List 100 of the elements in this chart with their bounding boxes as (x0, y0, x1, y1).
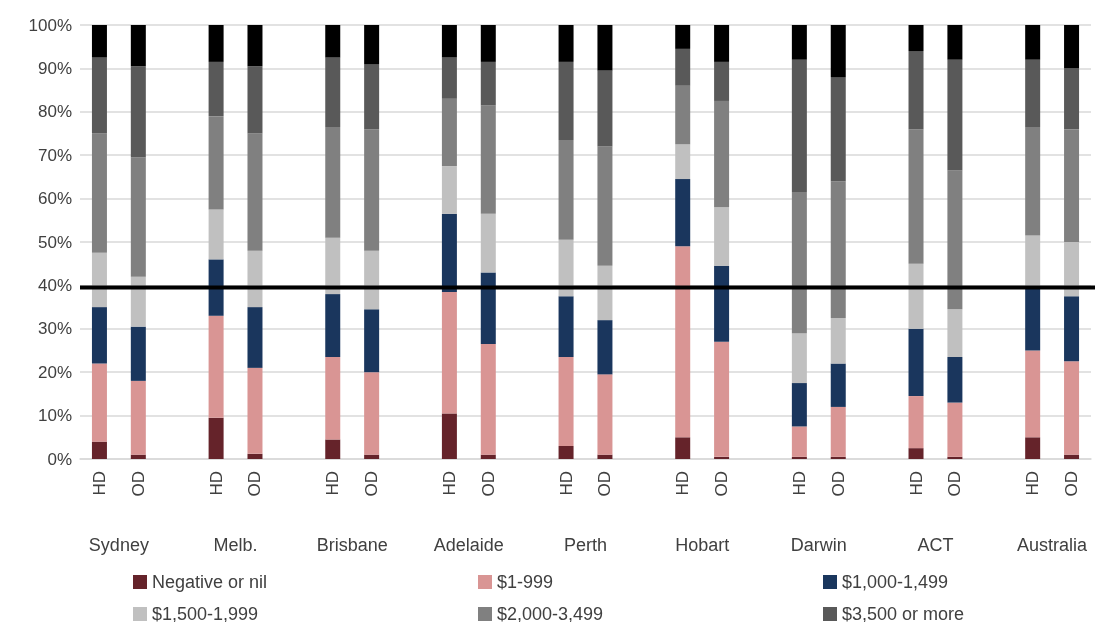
bar (247, 66, 263, 134)
bar (91, 363, 107, 442)
bar (1064, 129, 1080, 242)
bar (1064, 68, 1080, 130)
bar (480, 213, 496, 273)
x-tick-label: OD (362, 471, 382, 497)
x-tick-label: OD (478, 471, 498, 497)
bar (1025, 59, 1041, 127)
bar (675, 48, 691, 86)
y-tick-label: 0% (47, 449, 72, 469)
bar (441, 166, 457, 214)
x-tick-label: HD (439, 471, 459, 496)
bar (558, 296, 574, 358)
x-tick-label: OD (712, 471, 732, 497)
bar (675, 25, 691, 49)
text: Australia (1017, 535, 1089, 555)
bar (1064, 454, 1080, 459)
bar (947, 309, 963, 358)
x-tick-label: HD (673, 471, 693, 496)
bar (247, 453, 263, 459)
bar (364, 64, 380, 130)
bar (91, 252, 107, 308)
bar (830, 456, 846, 459)
bar (208, 417, 224, 459)
bar (208, 61, 224, 117)
bar (791, 333, 807, 384)
bar (441, 98, 457, 167)
bar (947, 357, 963, 403)
bar (908, 328, 924, 397)
y-tick-label: 90% (37, 58, 72, 78)
bar (791, 383, 807, 427)
bar (597, 320, 613, 375)
bar (91, 25, 107, 58)
bar (480, 61, 496, 106)
x-tick-label: HD (323, 471, 343, 496)
bar (480, 272, 496, 344)
bar (558, 357, 574, 446)
bar (1025, 25, 1041, 60)
text: Hobart (675, 535, 730, 555)
bar (830, 317, 846, 364)
y-tick-label: 30% (37, 319, 72, 339)
bar (130, 25, 146, 67)
bar (947, 402, 963, 457)
bar (1025, 437, 1041, 459)
bar (791, 59, 807, 193)
bar (208, 116, 224, 210)
bar (714, 100, 730, 208)
bar (364, 250, 380, 310)
y-tick-label: 60% (37, 189, 72, 209)
bar (830, 406, 846, 457)
bar (791, 456, 807, 459)
bar (441, 413, 457, 459)
x-tick-label: OD (128, 471, 148, 497)
bar (247, 250, 263, 308)
y-tick-label: 50% (37, 232, 72, 252)
bar (558, 239, 574, 297)
bar (558, 61, 574, 141)
bar (441, 291, 457, 414)
bar (441, 57, 457, 99)
x-tick-label: HD (789, 471, 809, 496)
text: Darwin (790, 535, 847, 555)
y-tick-label: 80% (37, 102, 72, 122)
bar (908, 396, 924, 449)
bar (480, 25, 496, 62)
x-tick-label: OD (595, 471, 615, 497)
bar (441, 213, 457, 292)
text: Sydney (88, 535, 149, 555)
bar (130, 276, 146, 327)
bar (1025, 235, 1041, 288)
bar (791, 25, 807, 60)
bar (247, 307, 263, 368)
bar (208, 315, 224, 418)
y-tick-label: 20% (37, 362, 72, 382)
bar (247, 25, 263, 67)
legend-label: $1,500-1,999 (152, 604, 259, 624)
bar (714, 61, 730, 101)
bar (791, 426, 807, 457)
bar (325, 439, 341, 459)
bar (480, 454, 496, 459)
x-tick-label: OD (828, 471, 848, 497)
bar (597, 374, 613, 455)
bar (247, 367, 263, 454)
bar (480, 343, 496, 455)
bar (1064, 361, 1080, 455)
bar (364, 372, 380, 455)
bar (675, 246, 691, 438)
x-tick-label: HD (556, 471, 576, 496)
bar (441, 25, 457, 58)
bar (675, 437, 691, 459)
bar (1025, 287, 1041, 351)
x-tick-label: OD (945, 471, 965, 497)
text: Melb. (213, 535, 258, 555)
bar (791, 192, 807, 334)
bar (130, 66, 146, 158)
bar (714, 341, 730, 457)
bar (597, 454, 613, 459)
bar (947, 59, 963, 171)
bar (675, 179, 691, 247)
bar (558, 445, 574, 459)
bar (714, 456, 730, 459)
